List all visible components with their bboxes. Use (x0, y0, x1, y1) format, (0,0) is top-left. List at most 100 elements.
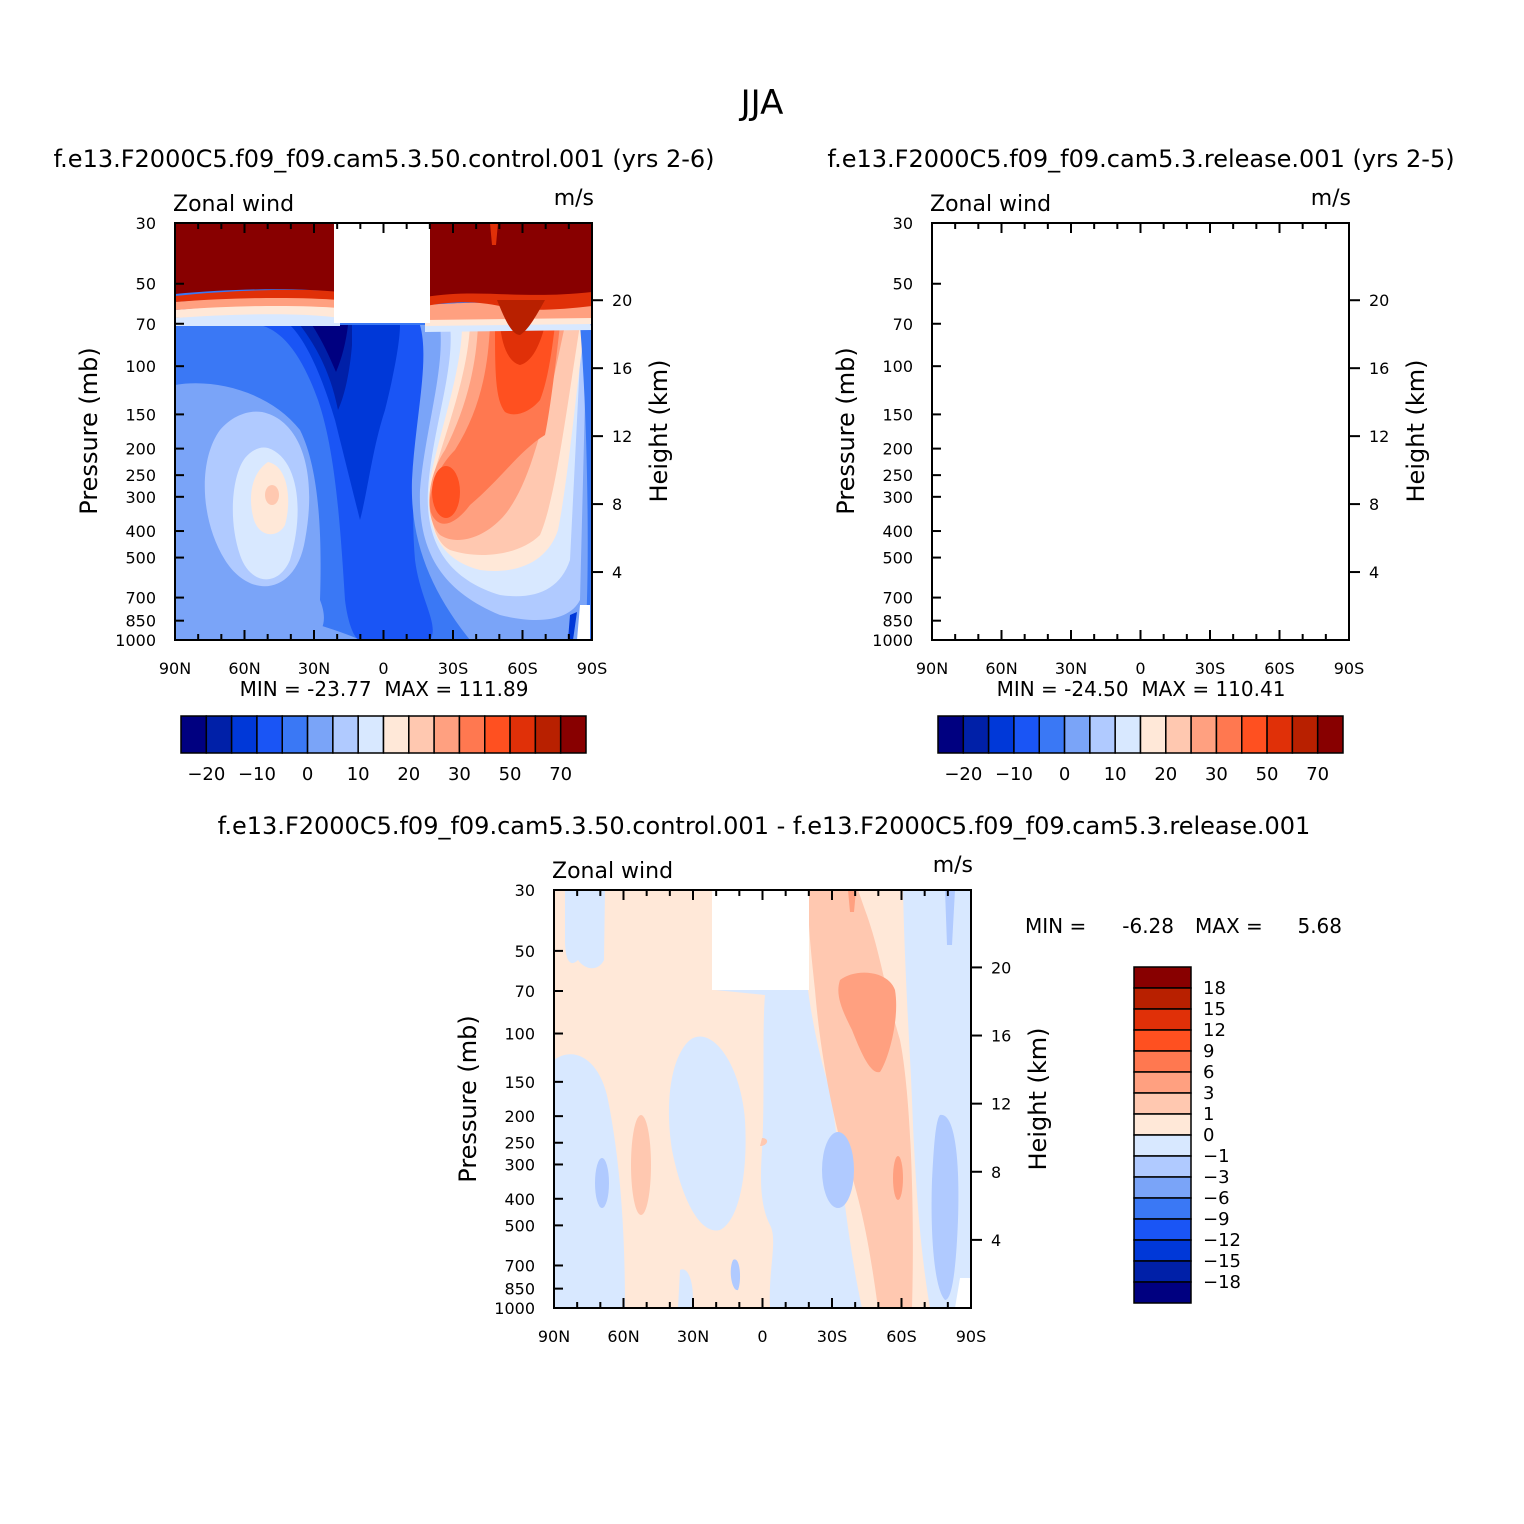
colorbar-swatch (559, 715, 587, 754)
x-tick-label: 60S (507, 659, 538, 678)
contour-band (595, 1158, 609, 1208)
contour-band (931, 1114, 959, 1300)
panel-control: f.e13.F2000C5.f09_f09.cam5.3.50.control.… (53, 145, 714, 785)
contour-band (580, 320, 592, 640)
colorbar-label: 50 (1256, 764, 1279, 785)
missing-data (334, 223, 430, 323)
colorbar-swatch (1089, 715, 1116, 754)
colorbar-swatch (1241, 715, 1268, 754)
contour-band (730, 1259, 741, 1291)
x-tick-label: 90N (538, 1327, 570, 1346)
contour-band (932, 297, 1097, 310)
contour-band (848, 890, 856, 912)
contour-band (1177, 325, 1349, 620)
ylabel-right: Height (km) (1402, 360, 1430, 503)
colorbar-label: 12 (1203, 1020, 1226, 1041)
contour-field (932, 223, 1349, 640)
missing-data (1334, 605, 1347, 640)
colorbar-label: 3 (1203, 1083, 1214, 1104)
contour-band (1169, 325, 1349, 640)
colorbar-swatch (1291, 715, 1319, 754)
x-tick-label: 30N (1055, 659, 1087, 678)
y-right-tick-label: 8 (1369, 495, 1379, 514)
colorbar-label: 30 (1205, 764, 1228, 785)
contour-band (500, 325, 545, 365)
contour-band (1191, 470, 1215, 514)
y-tick-label: 300 (125, 488, 156, 507)
missing-data (712, 890, 809, 990)
ylabel-right: Height (km) (1024, 1028, 1052, 1171)
y-right-tick-label: 12 (1369, 427, 1389, 446)
variable-label: Zonal wind (552, 859, 673, 884)
y-right-tick-label: 8 (991, 1163, 1001, 1182)
plot-frame (931, 222, 1350, 641)
colorbar-label: −18 (1203, 1272, 1241, 1293)
x-tick-label: 60N (607, 1327, 639, 1346)
y-right-tick-label: 12 (991, 1095, 1011, 1114)
colorbar-swatch (1133, 1029, 1192, 1052)
y-right-tick-label: 4 (991, 1231, 1001, 1250)
y-tick-label: 30 (893, 214, 913, 233)
colorbar-label: 18 (1203, 978, 1226, 999)
y-tick-label: 30 (515, 881, 535, 900)
x-tick-label: 90S (1334, 659, 1365, 678)
colorbar-swatch (408, 715, 435, 754)
colorbar-swatch (1133, 1197, 1192, 1220)
colorbar-label: −3 (1203, 1167, 1230, 1188)
ylabel-right: Height (km) (645, 360, 673, 503)
colorbar-label: 10 (1104, 764, 1127, 785)
x-tick-label: 90N (159, 659, 191, 678)
y-tick-label: 50 (515, 942, 535, 961)
y-tick-label: 70 (893, 315, 913, 334)
contour-band (1262, 325, 1297, 354)
y-tick-label: 150 (125, 405, 156, 424)
y-tick-label: 1000 (115, 631, 156, 650)
colorbar-swatch (1133, 966, 1192, 989)
colorbar-swatch (509, 715, 537, 754)
y-tick-label: 150 (882, 405, 913, 424)
x-tick-label: 60N (228, 659, 260, 678)
y-tick-label: 50 (136, 275, 156, 294)
contour-band (432, 466, 460, 518)
colorbar-swatch (1133, 1050, 1192, 1073)
colorbar-swatch (937, 715, 965, 754)
stats-max-label: MAX = (1195, 914, 1263, 938)
contour-band (1182, 300, 1349, 320)
y-tick-label: 70 (515, 982, 535, 1001)
x-tick-label: 0 (378, 659, 388, 678)
colorbar-swatch (1133, 1134, 1192, 1157)
contour-band (425, 290, 592, 310)
colorbar-swatch (1133, 1239, 1192, 1262)
colorbar-label: −1 (1203, 1146, 1230, 1167)
x-tick-label: 90S (577, 659, 608, 678)
units-label: m/s (933, 853, 973, 878)
colorbar-swatch (1133, 1092, 1192, 1115)
colorbar-swatch (1215, 715, 1243, 754)
colorbar-swatch (1139, 715, 1167, 754)
x-tick-label: 30N (677, 1327, 709, 1346)
y-tick-label: 1000 (494, 1299, 535, 1318)
y-tick-label: 200 (125, 440, 156, 459)
x-tick-label: 30S (1195, 659, 1226, 678)
colorbar-label: −6 (1203, 1188, 1230, 1209)
colorbar-swatch (1190, 715, 1218, 754)
y-tick-label: 100 (125, 357, 156, 376)
x-tick-label: 0 (757, 1327, 767, 1346)
contour-band (838, 972, 897, 1073)
colorbar-swatch (1133, 1155, 1192, 1178)
y-tick-label: 150 (504, 1073, 535, 1092)
colorbar-swatch (987, 715, 1015, 754)
contour-band (932, 290, 1097, 302)
y-right-tick-label: 8 (612, 495, 622, 514)
contour-band (1249, 223, 1255, 248)
contour-field (175, 223, 592, 640)
contour-band (932, 305, 1097, 318)
contour-band (1186, 325, 1322, 540)
contour-band (1186, 325, 1342, 571)
y-tick-label: 400 (504, 1190, 535, 1209)
y-tick-label: 500 (882, 549, 913, 568)
contour-band (265, 485, 279, 505)
y-tick-label: 300 (882, 488, 913, 507)
panel-release: f.e13.F2000C5.f09_f09.cam5.3.release.001… (827, 145, 1454, 785)
